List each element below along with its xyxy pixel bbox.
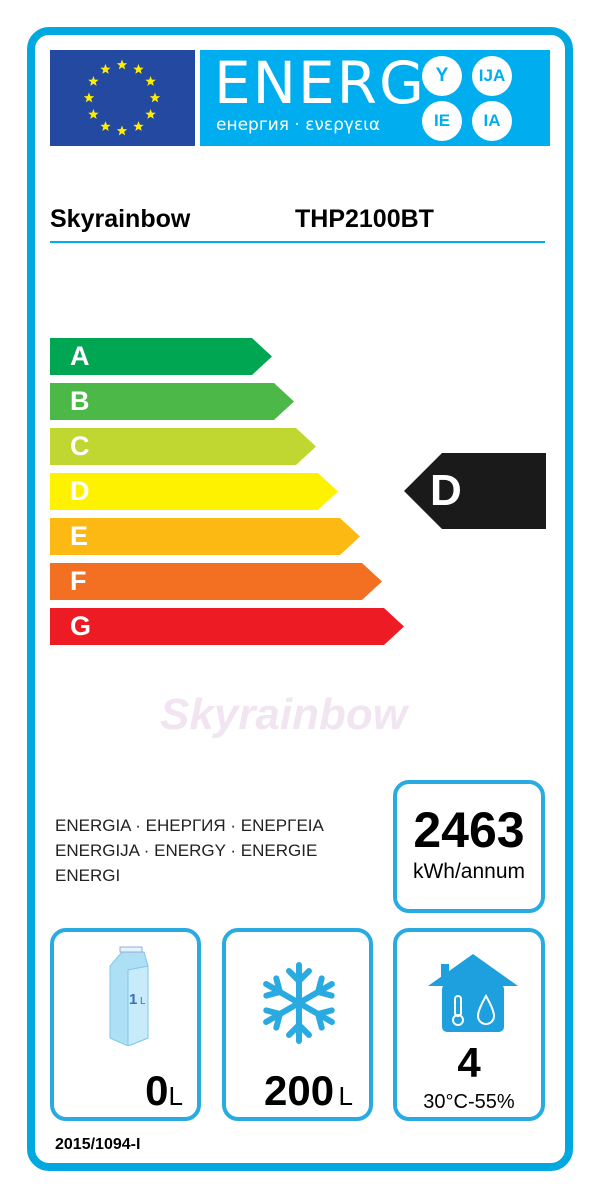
scale-bar-f: F [50, 563, 382, 600]
star-icon [100, 63, 111, 74]
energy-header: ENERG енергия · ενεργεια Y IJA IE IA [200, 50, 550, 146]
star-icon [149, 92, 161, 103]
climate-class: 4 [457, 1039, 481, 1086]
star-icon [88, 76, 99, 86]
star-icon [133, 121, 144, 131]
frozen-volume-box: 200 L [222, 928, 373, 1121]
header-title: ENERG [214, 49, 426, 117]
energy-words: ENERGIJA · ENERGY · ENERGIE [55, 841, 318, 860]
chilled-volume: 0L [145, 1067, 183, 1115]
watermark: Skyrainbow [160, 690, 407, 739]
chilled-value: 0 [145, 1067, 169, 1114]
star-icon [100, 121, 111, 131]
consumption-value: 2463 [413, 802, 525, 858]
scale-bar-g: G [50, 608, 404, 645]
model-id: THP2100BT [295, 205, 434, 233]
star-icon [116, 59, 128, 70]
chilled-unit: L [168, 1081, 183, 1111]
frozen-unit: L [338, 1081, 353, 1111]
suffix-circle: Y [422, 56, 462, 96]
house-climate-icon [428, 954, 518, 1032]
star-icon [133, 63, 144, 74]
climate-condition: 30°C-55% [423, 1091, 515, 1113]
star-icon [88, 109, 99, 119]
energy-words: ENERGI [55, 866, 121, 885]
scale-bar-e: E [50, 518, 360, 555]
carton-label: 1 [129, 991, 137, 1008]
eu-stars-icon [83, 59, 161, 136]
header-subtitle: енергия · ενεργεια [216, 115, 381, 135]
scale-bar-a: A [50, 338, 272, 375]
star-icon [83, 92, 95, 103]
carton-label-unit: L [140, 996, 146, 1007]
snowflake-icon [261, 962, 337, 1046]
suffix-circle: IJA [472, 56, 512, 96]
frozen-value: 200 [264, 1067, 335, 1114]
suffix-circle: IE [422, 101, 462, 141]
label-frame [27, 27, 573, 1171]
suffix-circle: IA [472, 101, 512, 141]
energy-words: ENERGIA · ЕНЕРГИЯ · ΕΝΕΡΓΕΙΑ [55, 816, 324, 835]
regulation-reference: 2015/1094-I [55, 1136, 141, 1153]
star-icon [145, 76, 156, 86]
scale-bar-c: C [50, 428, 316, 465]
frozen-volume: 200 L [264, 1067, 353, 1115]
divider [50, 241, 545, 243]
star-icon [145, 109, 156, 119]
supplier-name: Skyrainbow [50, 205, 191, 233]
star-icon [116, 125, 128, 136]
consumption-box: 2463 kWh/annum [393, 780, 545, 913]
scale-bar-d: D [50, 473, 338, 510]
eu-flag [50, 50, 195, 146]
consumption-unit: kWh/annum [412, 860, 526, 883]
scale-bar-b: B [50, 383, 294, 420]
climate-class-box: 4 30°C-55% [393, 928, 545, 1121]
